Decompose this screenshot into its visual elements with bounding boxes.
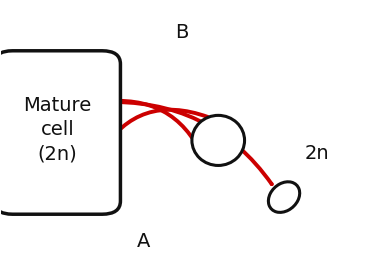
Text: A: A (137, 232, 150, 251)
FancyBboxPatch shape (0, 51, 120, 214)
Ellipse shape (192, 115, 244, 165)
Text: B: B (175, 23, 188, 42)
Ellipse shape (268, 182, 300, 212)
Text: Mature
cell
(2n): Mature cell (2n) (23, 96, 91, 164)
FancyArrowPatch shape (102, 110, 208, 152)
FancyArrowPatch shape (101, 102, 272, 184)
FancyArrowPatch shape (101, 101, 203, 156)
Text: 2n: 2n (305, 144, 329, 163)
